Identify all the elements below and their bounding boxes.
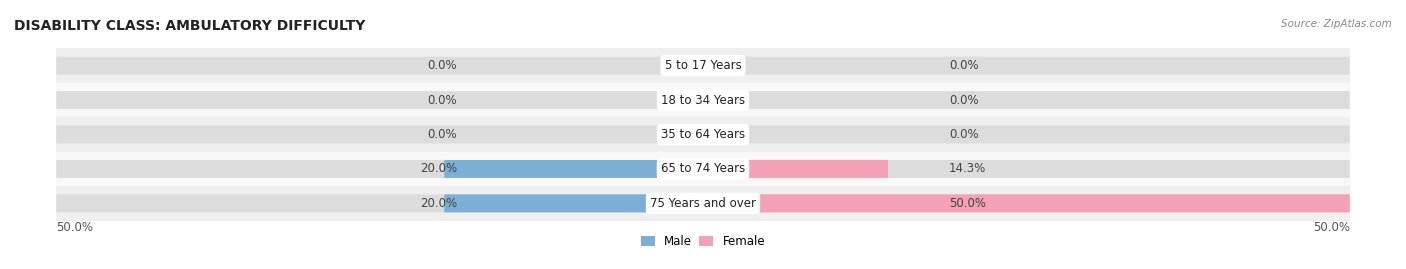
FancyBboxPatch shape [703,194,1350,212]
Text: 20.0%: 20.0% [420,162,457,175]
Text: 35 to 64 Years: 35 to 64 Years [661,128,745,141]
Text: 0.0%: 0.0% [949,128,979,141]
Text: DISABILITY CLASS: AMBULATORY DIFFICULTY: DISABILITY CLASS: AMBULATORY DIFFICULTY [14,19,366,33]
Text: 0.0%: 0.0% [949,94,979,107]
FancyBboxPatch shape [56,126,1350,143]
Text: 18 to 34 Years: 18 to 34 Years [661,94,745,107]
Bar [56,152,1350,186]
Text: 50.0%: 50.0% [949,197,986,210]
Text: 20.0%: 20.0% [420,197,457,210]
Text: 0.0%: 0.0% [427,94,457,107]
FancyBboxPatch shape [678,126,703,143]
Bar [56,186,1350,221]
FancyBboxPatch shape [56,91,1350,109]
Bar [56,117,1350,152]
FancyBboxPatch shape [444,160,703,178]
FancyBboxPatch shape [56,160,1350,178]
FancyBboxPatch shape [703,126,728,143]
Text: 14.3%: 14.3% [949,162,986,175]
Text: 50.0%: 50.0% [1313,221,1350,233]
FancyBboxPatch shape [444,194,703,212]
Bar [56,83,1350,117]
Bar [56,48,1350,83]
FancyBboxPatch shape [703,160,889,178]
FancyBboxPatch shape [678,91,703,109]
FancyBboxPatch shape [703,57,728,75]
Text: 5 to 17 Years: 5 to 17 Years [665,59,741,72]
Legend: Male, Female: Male, Female [636,230,770,253]
FancyBboxPatch shape [678,57,703,75]
Text: 0.0%: 0.0% [427,59,457,72]
FancyBboxPatch shape [56,57,1350,75]
Text: 65 to 74 Years: 65 to 74 Years [661,162,745,175]
Text: 0.0%: 0.0% [949,59,979,72]
Text: Source: ZipAtlas.com: Source: ZipAtlas.com [1281,19,1392,29]
Text: 50.0%: 50.0% [56,221,93,233]
Text: 0.0%: 0.0% [427,128,457,141]
FancyBboxPatch shape [56,194,1350,212]
Text: 75 Years and over: 75 Years and over [650,197,756,210]
FancyBboxPatch shape [703,91,728,109]
